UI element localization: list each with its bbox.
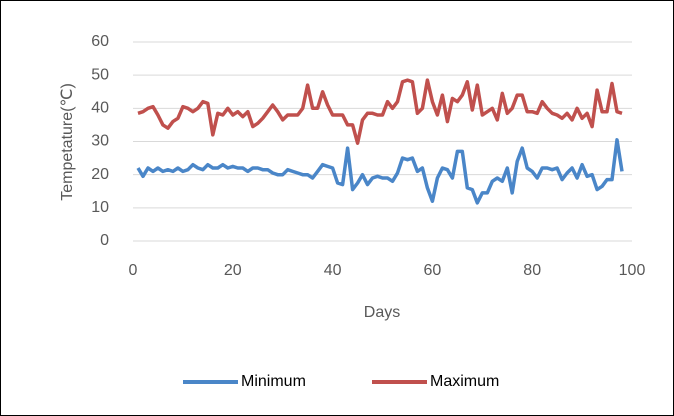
- data-line: [137, 78, 623, 145]
- data-line: [136, 138, 624, 205]
- x-tick-label: 0: [129, 262, 138, 279]
- y-tick-label: 60: [91, 33, 109, 50]
- x-tick-label: 60: [424, 262, 442, 279]
- y-tick-label: 50: [91, 66, 109, 83]
- x-axis-label: Days: [364, 304, 400, 321]
- x-tick-label: 80: [523, 262, 541, 279]
- x-tick-label: 20: [224, 262, 242, 279]
- x-tick-label: 100: [619, 262, 646, 279]
- x-tick-label: 40: [324, 262, 342, 279]
- y-axis-label: Tempetature(℃): [59, 83, 76, 201]
- legend-label: Maximum: [430, 373, 499, 390]
- y-tick-label: 0: [100, 232, 109, 249]
- y-tick-label: 10: [91, 199, 109, 216]
- y-tick-label: 40: [91, 100, 109, 117]
- legend-label: Minimum: [241, 373, 306, 390]
- y-tick-label: 20: [91, 166, 109, 183]
- y-tick-label: 30: [91, 133, 109, 150]
